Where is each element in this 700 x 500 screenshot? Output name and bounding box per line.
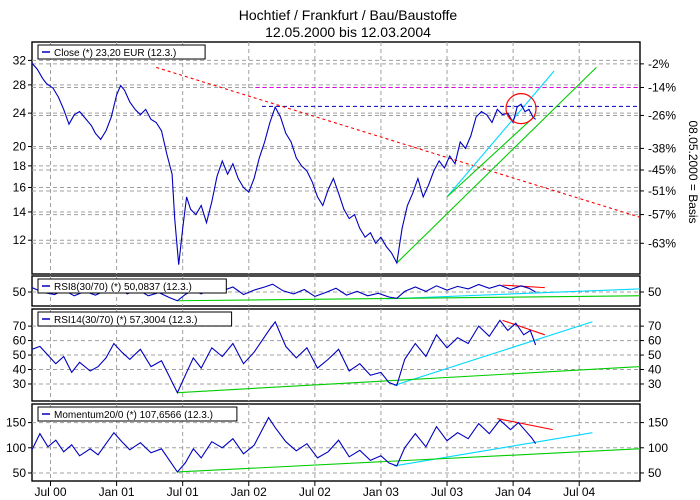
x-tick-label: Jan 01 xyxy=(99,485,135,499)
legend: Momentum20/0 (*) 107,6566 (12.3.) xyxy=(37,406,238,422)
y-right-tick-label: 30 xyxy=(648,377,662,391)
highlight-circle xyxy=(505,93,537,125)
y-tick-label: 18 xyxy=(13,159,27,173)
y-tick-label: 32 xyxy=(13,53,27,67)
legend: RSI14(30/70) (*) 57,3004 (12.3.) xyxy=(37,311,233,327)
y-right-tick-label: -14% xyxy=(648,81,676,95)
trendline-support xyxy=(177,448,640,473)
y-right-tick-label: 50 xyxy=(648,466,662,480)
y-tick-label: 50 xyxy=(13,285,27,299)
trendline-trend xyxy=(446,70,555,198)
x-tick-label: Jul 04 xyxy=(563,485,595,499)
trendline-trend xyxy=(386,288,640,300)
y-right-tick-label: 70 xyxy=(648,319,662,333)
x-tick-label: Jul 02 xyxy=(299,485,331,499)
panel-momentum: 50 100 150 50 100 150 Momentum20/0 (*) 107,656… xyxy=(6,403,668,482)
y-tick-label: 50 xyxy=(13,348,27,362)
y-right-tick-label: -51% xyxy=(648,184,676,198)
trendline-support xyxy=(396,67,597,264)
trendline-support xyxy=(177,366,640,394)
y-right-tick-label: 100 xyxy=(648,441,668,455)
trendline-trend xyxy=(393,321,593,386)
x-tick-label: Jul 00 xyxy=(34,485,66,499)
y-tick-label: 24 xyxy=(13,106,27,120)
plot-area xyxy=(32,319,640,394)
y-tick-label: 100 xyxy=(6,441,26,455)
plot-area xyxy=(32,416,640,473)
legend-label: RSI14(30/70) (*) 57,3004 (12.3.) xyxy=(54,315,197,326)
x-tick-label: Jan 04 xyxy=(495,485,531,499)
legend-label: Momentum20/0 (*) 107,6566 (12.3.) xyxy=(54,410,213,421)
plot-area xyxy=(32,62,640,265)
y-right-tick-label: 150 xyxy=(648,416,668,430)
y-right-tick-label: 50 xyxy=(648,285,662,299)
y-tick-label: 40 xyxy=(13,363,27,377)
y-tick-label: 50 xyxy=(13,466,27,480)
y-right-tick-label: -26% xyxy=(648,108,676,122)
y-right-tick-label: -38% xyxy=(648,141,676,155)
x-tick-label: Jul 01 xyxy=(167,485,199,499)
y-tick-label: 28 xyxy=(13,78,27,92)
y-tick-label: 70 xyxy=(13,319,27,333)
y-tick-label: 20 xyxy=(13,140,27,154)
y-tick-label: 16 xyxy=(13,180,27,194)
trendline-trend xyxy=(394,432,593,467)
y-right-tick-label: -2% xyxy=(648,57,670,71)
x-axis: Jul 00 Jan 01 Jul 01 Jan 02 Jul 02 Jan 03 Jul … xyxy=(34,481,596,499)
x-tick-label: Jul 03 xyxy=(431,485,463,499)
y-tick-label: 30 xyxy=(13,377,27,391)
y-right-tick-label: 40 xyxy=(648,363,662,377)
y-right-tick-label: -57% xyxy=(648,208,676,222)
series-line-price xyxy=(32,62,536,265)
legend: RSI8(30/70) (*) 50,0837 (12.3.) xyxy=(37,278,227,294)
panel-price: 12 14 16 18 20 24 28 32 -2% -14% -26% -38% -45% -51% -… xyxy=(13,41,676,275)
y-tick-label: 14 xyxy=(13,205,27,219)
y-tick-label: 150 xyxy=(6,416,26,430)
legend-box xyxy=(37,44,206,60)
trendline-resistance xyxy=(497,418,553,431)
panel-rsi8: 50 50 RSI8(30/70) (*) 50,0837 (12.3.) xyxy=(13,275,662,307)
y-right-tick-label: -63% xyxy=(648,236,676,250)
panel-frame xyxy=(31,41,641,275)
y-tick-label: 60 xyxy=(13,334,27,348)
chart-subtitle: 12.05.2000 bis 12.03.2004 xyxy=(265,24,431,40)
series-line-momentum xyxy=(32,416,537,473)
x-tick-label: Jan 03 xyxy=(363,485,399,499)
legend-box xyxy=(37,311,233,327)
trendline-resistance xyxy=(156,66,640,218)
trendline-support xyxy=(177,295,640,302)
y-right-tick-label: 50 xyxy=(648,348,662,362)
legend: Close (*) 23,20 EUR (12.3.) xyxy=(37,44,206,60)
legend-label: Close (*) 23,20 EUR (12.3.) xyxy=(54,48,176,59)
trendline-support xyxy=(446,115,536,198)
chart-title: Hochtief / Frankfurt / Bau/Baustoffe xyxy=(239,7,458,23)
right-axis-label: 08.05.2000 = Basis xyxy=(686,120,700,223)
legend-box xyxy=(37,278,227,294)
legend-label: RSI8(30/70) (*) 50,0837 (12.3.) xyxy=(54,282,192,293)
y-right-tick-label: 60 xyxy=(648,334,662,348)
x-tick-label: Jan 02 xyxy=(231,485,267,499)
y-tick-label: 12 xyxy=(13,233,27,247)
legend-box xyxy=(37,406,238,422)
series-line-rsi14 xyxy=(32,319,537,394)
y-right-tick-label: -45% xyxy=(648,163,676,177)
trendline-resistance xyxy=(502,319,546,336)
